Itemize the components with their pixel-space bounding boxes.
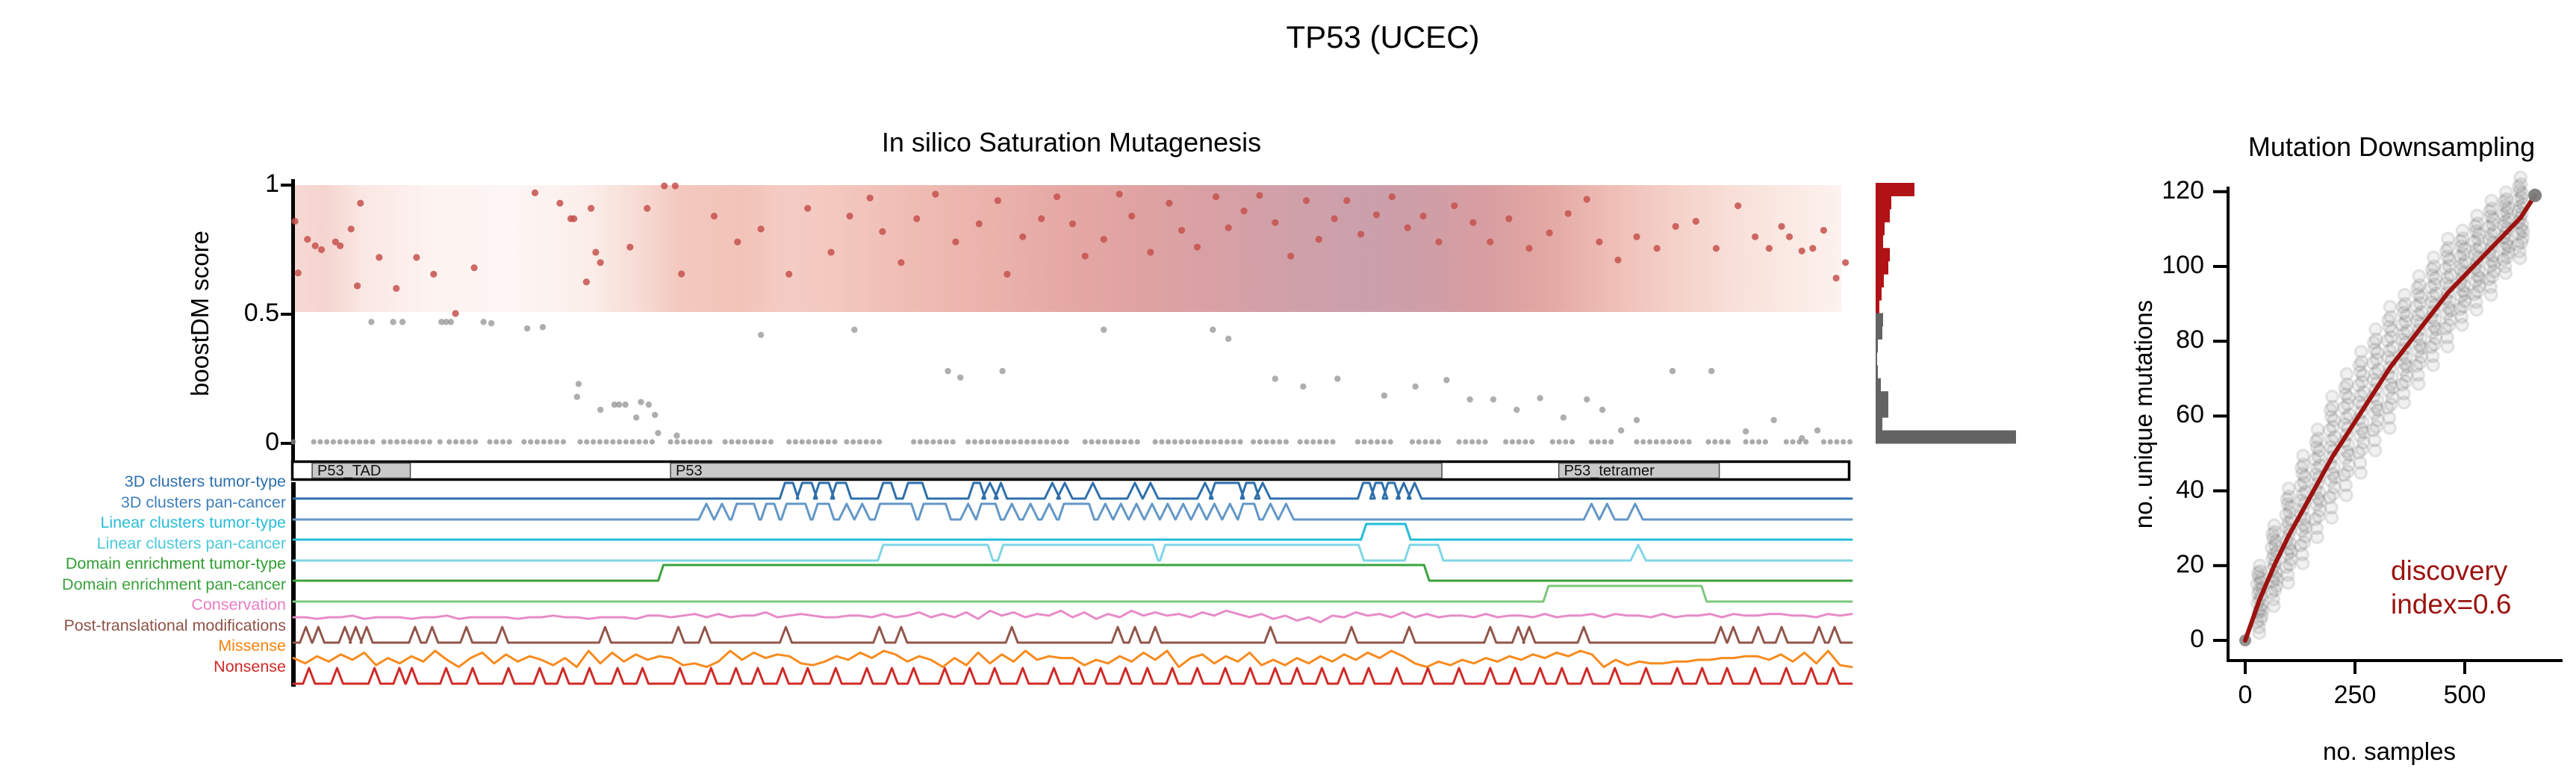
domain-box — [311, 462, 411, 479]
domain-box — [670, 462, 1443, 479]
passenger-points — [368, 319, 1821, 442]
tracks-left-bar — [291, 482, 296, 687]
feature-track — [292, 502, 1853, 521]
track-label-linear-clusters-tumor-type: Linear clusters tumor-type — [100, 514, 286, 531]
downsampling-x-tick-label: 250 — [2333, 681, 2377, 709]
feature-track — [292, 667, 1853, 685]
zero-score-points — [290, 439, 1853, 445]
downsampling-x-tick-label: 0 — [2238, 681, 2253, 709]
track-label-domain-enrichment-pan-cancer: Domain enrichment pan-cancer — [62, 575, 286, 593]
downsampling-y-tick-label: 60 — [2176, 400, 2204, 429]
track-label-domain-enrichment-tumor-type: Domain enrichment tumor-type — [65, 555, 286, 572]
track-label-conservation: Conservation — [191, 596, 286, 614]
downsampling-x-axis-label: no. samples — [2323, 737, 2456, 765]
domain-label: P53_TAD — [317, 463, 381, 479]
domain-annotation-bar: P53_TAD P53 P53_tetramer — [290, 460, 1851, 481]
main-y-tick-label: 1 — [265, 169, 279, 198]
downsampling-y-tick-label: 0 — [2190, 625, 2204, 653]
downsampling-x-tick-label: 500 — [2443, 681, 2486, 709]
downsampling-y-tick-label: 40 — [2176, 475, 2204, 504]
downsampling-y-tick-label: 100 — [2162, 251, 2204, 279]
domain-box — [1558, 462, 1720, 479]
main-y-tick-label: 0 — [265, 428, 279, 456]
discovery-index-annotation: discovery index=0.6 — [2391, 554, 2512, 621]
main-y-axis — [281, 179, 295, 461]
downsampling-end-point — [2528, 188, 2542, 202]
discovery-curve — [2243, 188, 2542, 643]
score-histogram — [1876, 183, 2016, 444]
feature-track — [292, 625, 1853, 644]
discovery-index-line2: index=0.6 — [2391, 589, 2512, 619]
feature-track — [292, 522, 1853, 541]
feature-track — [292, 649, 1853, 669]
track-label-post-translational-modifications: Post-translational modifications — [63, 617, 286, 634]
discovery-index-line1: discovery — [2391, 555, 2508, 586]
track-label-3d-clusters-pan-cancer: 3D clusters pan-cancer — [120, 493, 286, 511]
downsampling-y-tick-label: 20 — [2176, 549, 2204, 578]
feature-track — [292, 584, 1853, 603]
downsampling-y-tick-label: 120 — [2162, 175, 2204, 205]
feature-track — [292, 609, 1853, 624]
domain-label: P53_tetramer — [1564, 463, 1655, 479]
downsampling-title: Mutation Downsampling — [2247, 131, 2536, 162]
main-panel-title: In silico Saturation Mutagenesis — [881, 127, 1262, 157]
track-label-linear-clusters-pan-cancer: Linear clusters pan-cancer — [96, 534, 286, 552]
threshold-band — [293, 185, 1841, 312]
downsampling-y-tick-label: 80 — [2176, 325, 2204, 355]
track-label-nonsense: Nonsense — [214, 658, 286, 675]
track-label-3d-clusters-tumor-type: 3D clusters tumor-type — [124, 472, 286, 490]
track-label-missense: Missense — [218, 637, 286, 655]
feature-track — [292, 543, 1853, 562]
domain-label: P53 — [676, 463, 703, 479]
feature-track — [292, 564, 1853, 582]
downsampling-axes — [2213, 187, 2563, 674]
driver-points — [291, 182, 1849, 317]
feature-track — [292, 481, 1853, 500]
figure-title: TP53 (UCEC) — [1286, 19, 1480, 54]
main-y-tick-label: 0.5 — [243, 299, 279, 327]
